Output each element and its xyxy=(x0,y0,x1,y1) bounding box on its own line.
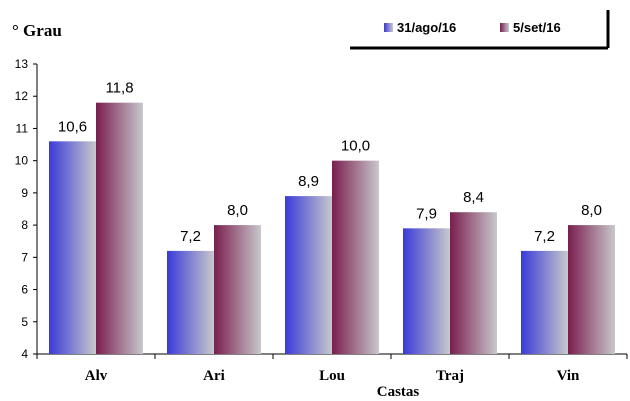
bars xyxy=(49,102,615,355)
x-axis-label: Castas xyxy=(377,384,420,400)
legend-swatch-series-2 xyxy=(500,23,509,32)
data-label-series-2: 10,0 xyxy=(341,138,370,155)
data-label-series-2: 8,0 xyxy=(581,202,602,219)
y-tick-label: 6 xyxy=(21,283,28,297)
data-label-series-1: 7,2 xyxy=(180,228,201,245)
bar-series-2 xyxy=(214,225,261,354)
y-ticks: 4 5 6 7 8 9 10 11 12 13 xyxy=(15,57,37,361)
data-label-series-1: 8,9 xyxy=(298,173,319,190)
legend-label-series-1: 31/ago/16 xyxy=(397,20,456,35)
bar-series-1 xyxy=(285,196,332,354)
legend-swatch-series-1 xyxy=(384,23,393,32)
x-category-label: Alv xyxy=(85,368,108,384)
legend-label-series-2: 5/set/16 xyxy=(513,20,561,35)
data-label-series-1: 10,6 xyxy=(58,118,87,135)
y-tick-label: 11 xyxy=(16,121,29,135)
x-category-label: Lou xyxy=(319,368,345,384)
y-tick-label: 12 xyxy=(15,89,29,103)
y-tick-label: 8 xyxy=(21,218,28,232)
y-tick-label: 13 xyxy=(15,57,29,71)
x-categories: Alv Ari Lou Traj Vin xyxy=(85,368,580,384)
y-axis-label: ° Grau xyxy=(12,21,62,40)
bar-series-2 xyxy=(96,102,143,355)
y-tick-label: 4 xyxy=(21,347,28,361)
x-category-label: Ari xyxy=(203,368,225,384)
y-tick-label: 9 xyxy=(21,186,28,200)
bar-series-1 xyxy=(167,250,214,354)
bar-series-2 xyxy=(332,160,379,354)
data-labels: 10,6 11,8 7,2 8,0 8,9 10,0 7,9 8,4 7,2 8,0 xyxy=(58,80,602,245)
bar-series-2 xyxy=(568,225,615,354)
bar-series-1 xyxy=(403,228,450,354)
y-tick-label: 10 xyxy=(15,154,29,168)
legend: 31/ago/16 5/set/16 xyxy=(350,10,610,50)
data-label-series-2: 8,4 xyxy=(463,189,484,206)
x-category-label: Vin xyxy=(557,368,580,384)
data-label-series-1: 7,2 xyxy=(534,228,555,245)
x-category-label: Traj xyxy=(436,368,464,384)
data-label-series-2: 11,8 xyxy=(105,80,133,97)
bar-series-1 xyxy=(49,141,96,354)
data-label-series-1: 7,9 xyxy=(416,205,437,222)
y-tick-label: 5 xyxy=(21,315,28,329)
bar-series-2 xyxy=(450,212,497,354)
data-label-series-2: 8,0 xyxy=(227,202,248,219)
y-tick-label: 7 xyxy=(21,250,28,264)
bar-series-1 xyxy=(521,250,568,354)
